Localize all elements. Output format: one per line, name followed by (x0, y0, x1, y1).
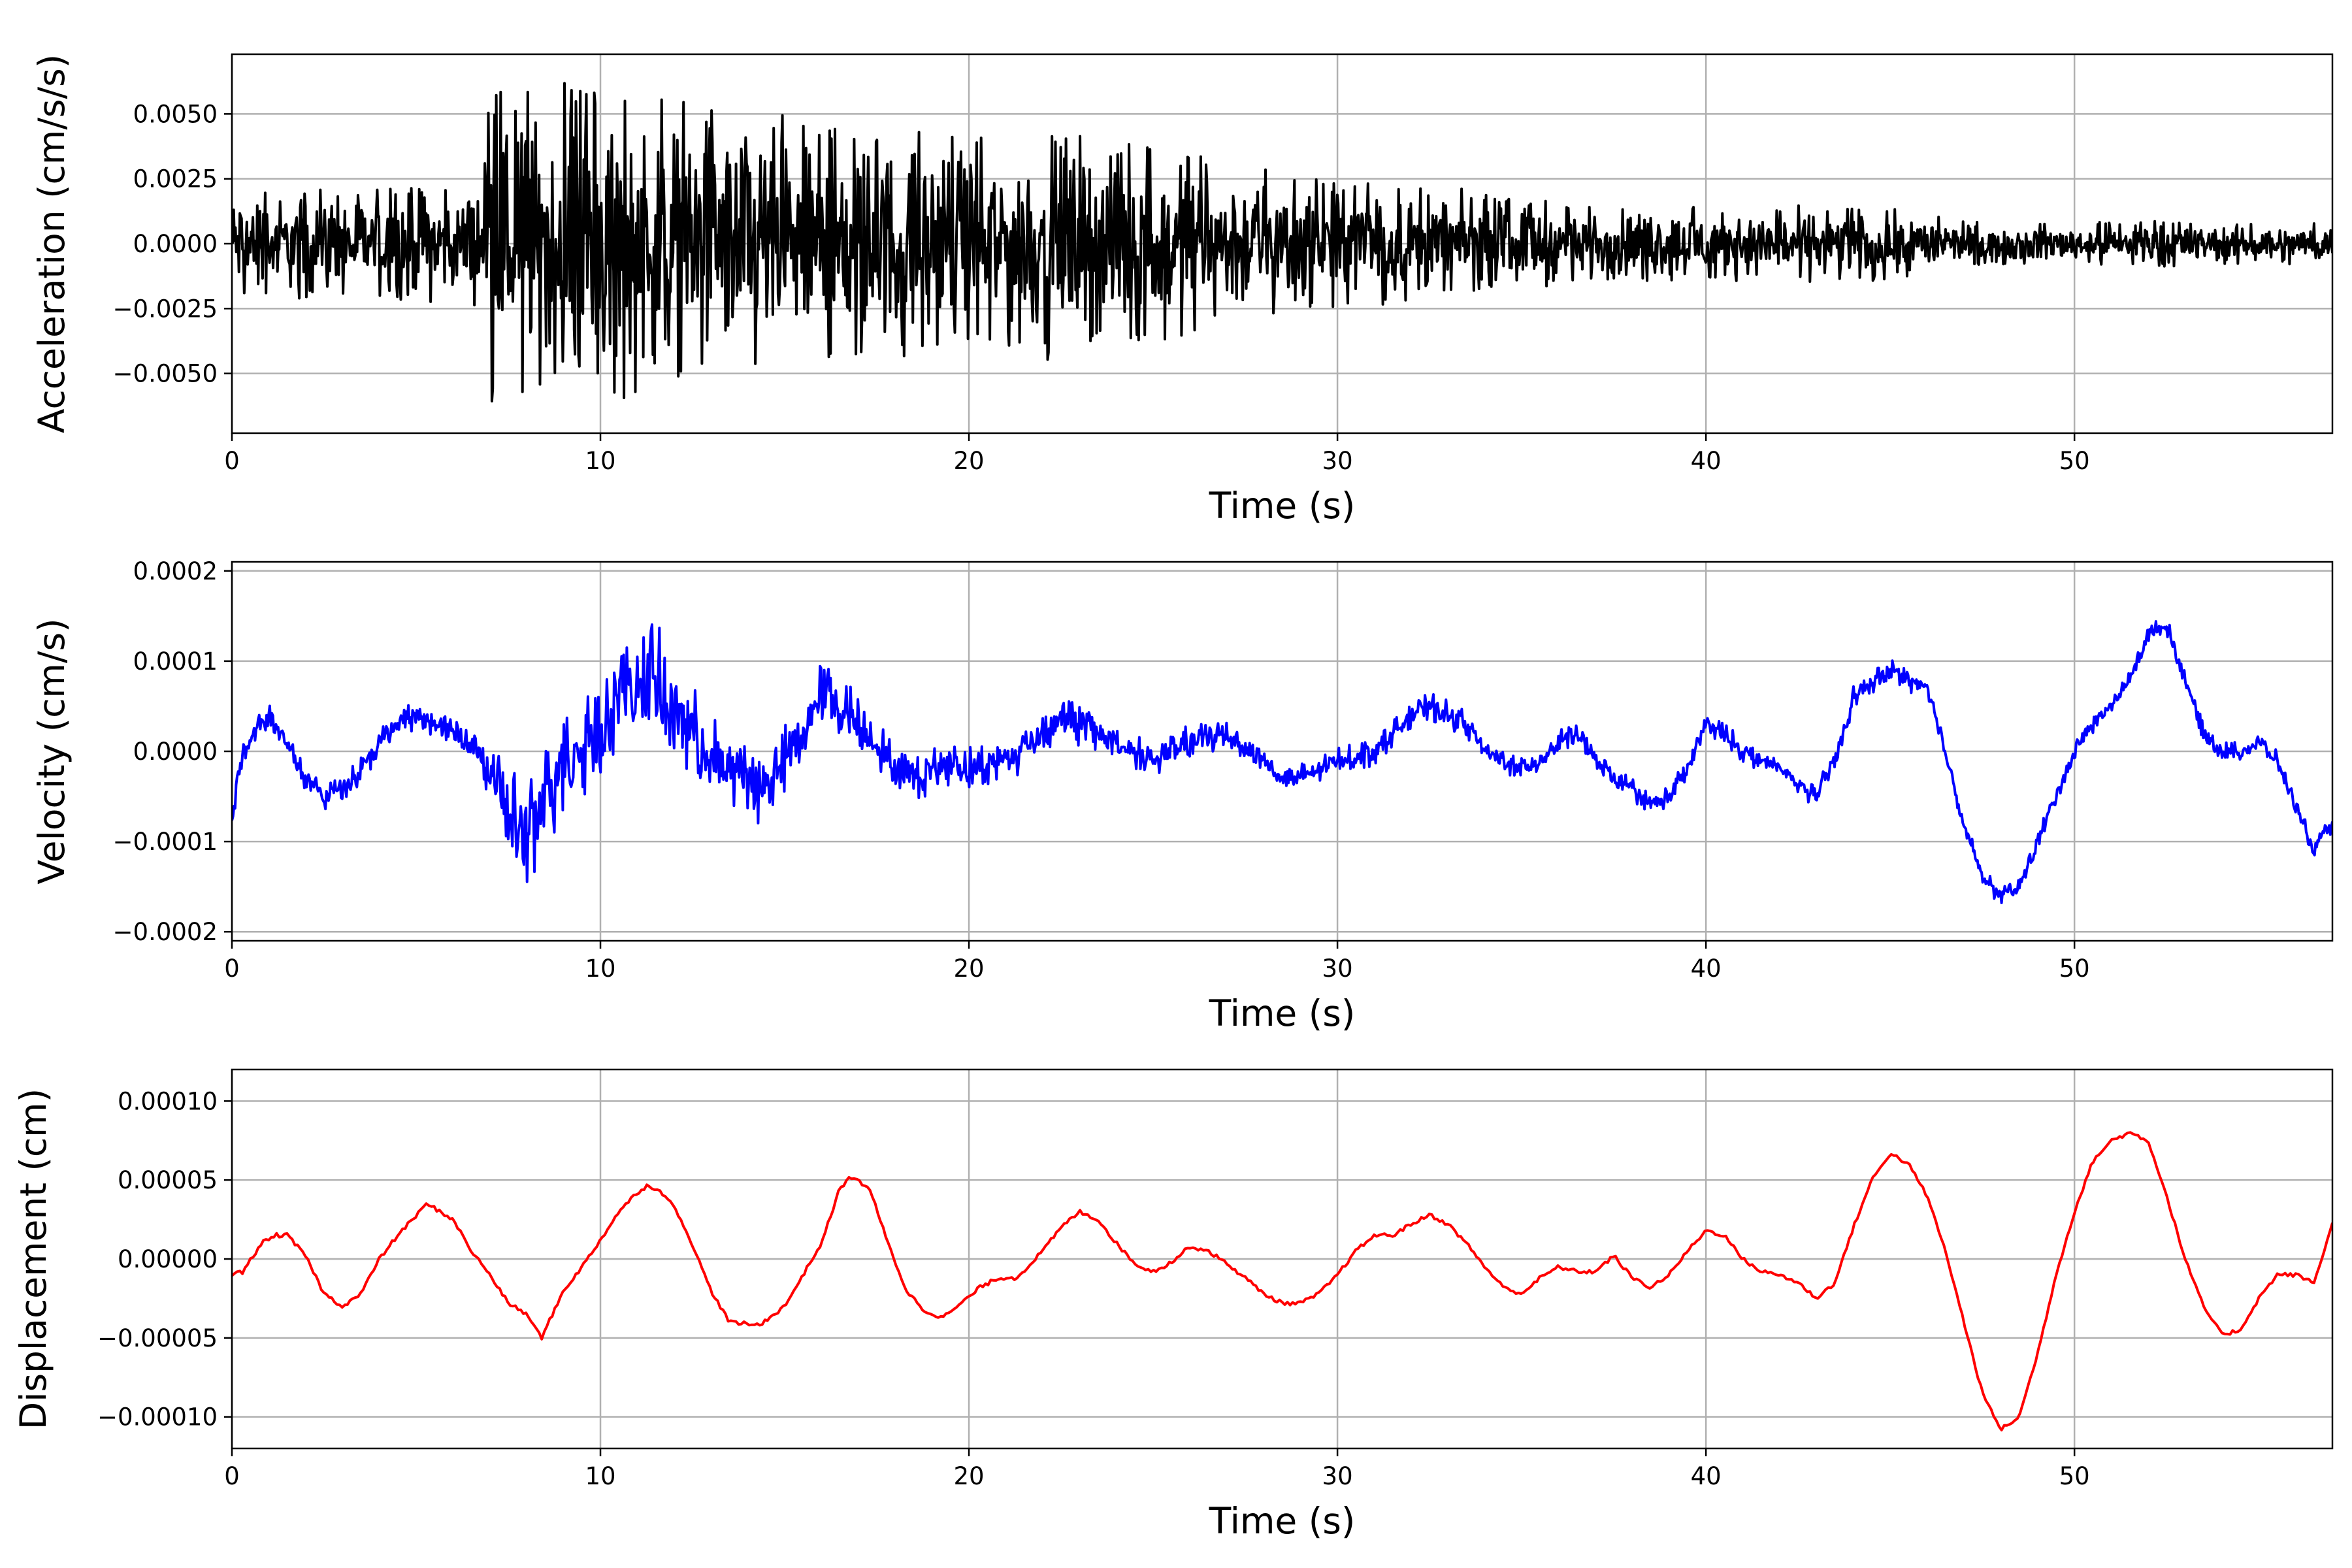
velocity-ylabel: Velocity (cm/s) (31, 618, 73, 884)
acceleration-series-line (232, 82, 2332, 402)
acceleration-ylabel: Acceleration (cm/s/s) (31, 54, 73, 433)
displacement-ylabel: Displacement (cm) (12, 1088, 54, 1429)
displacement-xtick-label: 50 (2059, 1462, 2090, 1490)
velocity-xlabel: Time (s) (1209, 992, 1356, 1034)
displacement-panel: 0 10 20 30 40 50 0.00010 0.00005 0.00000 −0.00005… (12, 1068, 2334, 1542)
acceleration-ytick-label: 0.0025 (133, 165, 218, 193)
velocity-ytick-label: 0.0000 (133, 738, 218, 766)
acceleration-ytick-label: 0.0000 (133, 230, 218, 258)
displacement-series-line (232, 1131, 2332, 1431)
velocity-xtick-label: 50 (2059, 955, 2090, 983)
displacement-xtick-label: 30 (1322, 1462, 1353, 1490)
acceleration-xtick-label: 40 (1691, 447, 1722, 475)
displacement-ytick-label: 0.00005 (118, 1166, 218, 1194)
velocity-series-line (232, 620, 2332, 904)
acceleration-xtick-label: 30 (1322, 447, 1353, 475)
velocity-ytick-label: 0.0002 (133, 557, 218, 585)
velocity-ytick-label: 0.0001 (133, 647, 218, 676)
velocity-xtick-label: 0 (224, 955, 240, 983)
displacement-ytick-label: −0.00005 (97, 1324, 218, 1352)
displacement-ytick-label: −0.00010 (97, 1403, 218, 1431)
acceleration-xtick-label: 20 (954, 447, 985, 475)
velocity-xtick-label: 30 (1322, 955, 1353, 983)
acceleration-xlabel: Time (s) (1209, 485, 1356, 527)
displacement-ytick-label: 0.00000 (118, 1245, 218, 1273)
acceleration-xtick-label: 50 (2059, 447, 2090, 475)
acceleration-panel: 0 10 20 30 40 50 0.0050 0.0025 0.0000 −0.0025 −0.0… (31, 53, 2334, 527)
velocity-xtick-label: 20 (954, 955, 985, 983)
displacement-xtick-label: 10 (585, 1462, 615, 1490)
acceleration-ytick-label: 0.0050 (133, 100, 218, 128)
displacement-xtick-label: 40 (1691, 1462, 1722, 1490)
acceleration-xtick-label: 0 (224, 447, 240, 475)
acceleration-xtick-label: 10 (585, 447, 615, 475)
acceleration-ytick-label: −0.0025 (113, 295, 218, 323)
velocity-ytick-label: −0.0001 (113, 828, 218, 856)
velocity-xtick-label: 10 (585, 955, 615, 983)
acceleration-ytick-label: −0.0050 (113, 360, 218, 388)
displacement-xtick-label: 20 (954, 1462, 985, 1490)
velocity-ytick-label: −0.0002 (113, 918, 218, 946)
displacement-ytick-label: 0.00010 (118, 1087, 218, 1115)
velocity-panel: 0 10 20 30 40 50 0.0002 0.0001 0.0000 −0.0001 −0.0… (31, 557, 2334, 1034)
velocity-xtick-label: 40 (1691, 955, 1722, 983)
displacement-xtick-label: 0 (224, 1462, 240, 1490)
displacement-xlabel: Time (s) (1209, 1500, 1356, 1542)
